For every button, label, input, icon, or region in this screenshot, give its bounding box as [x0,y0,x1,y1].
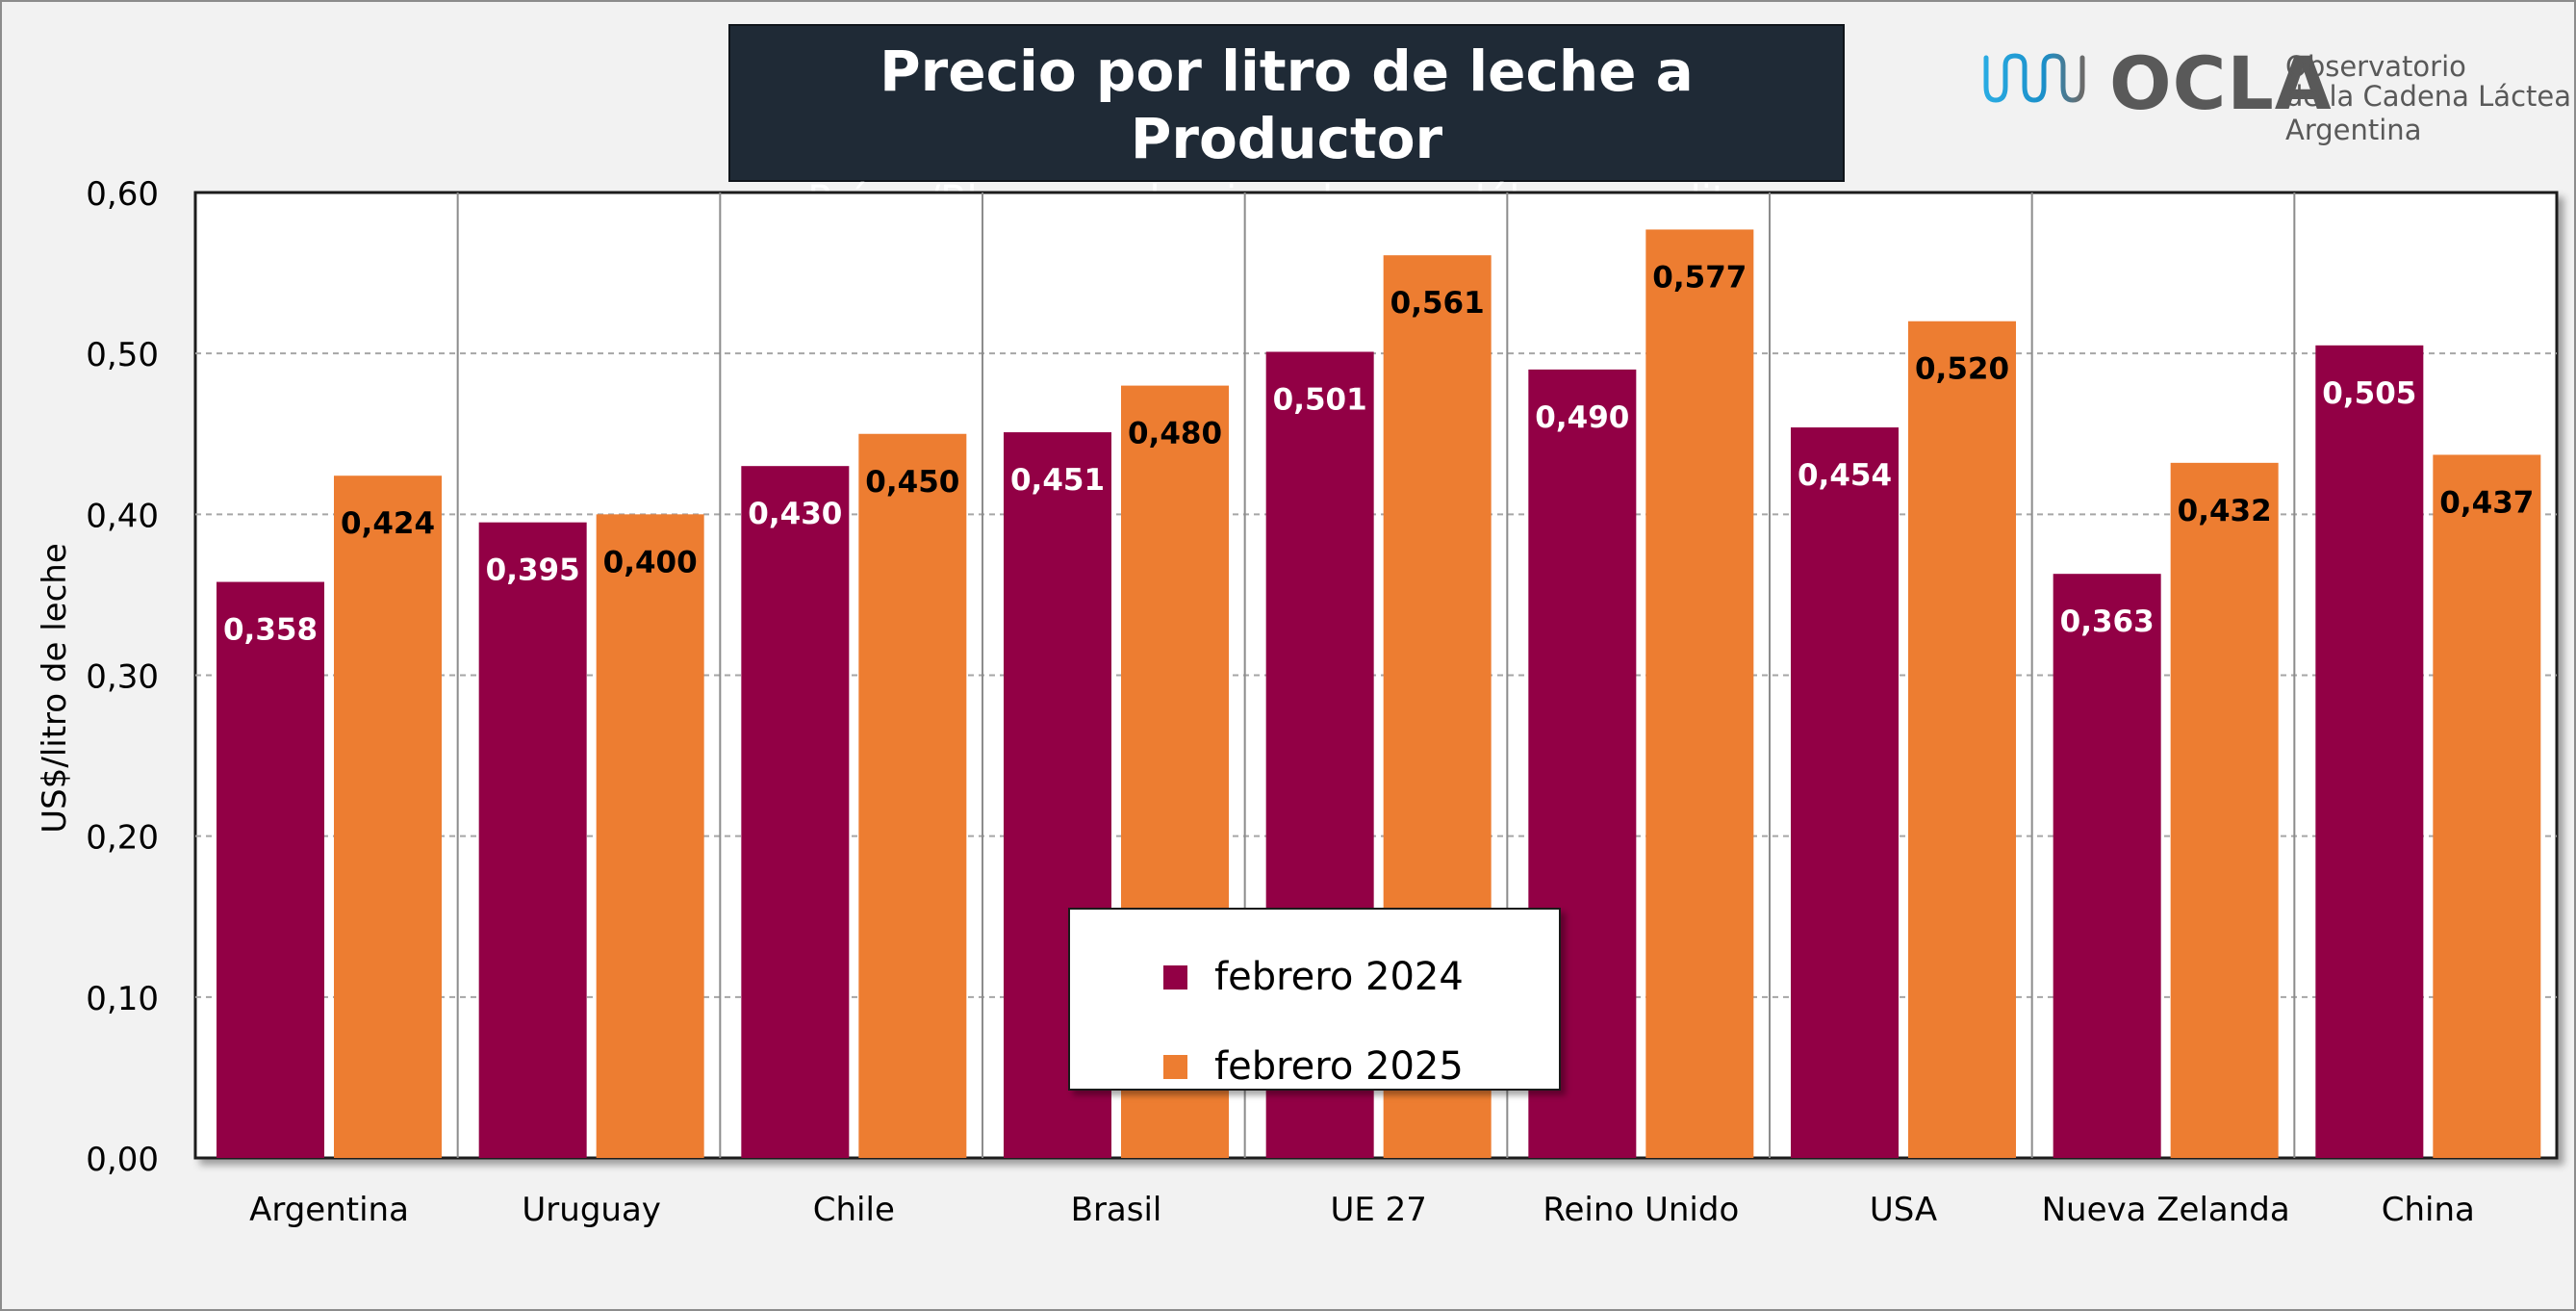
bar-2024 [217,581,324,1158]
x-tick-label: USA [1870,1191,1937,1229]
legend-swatch-2024 [1163,964,1187,990]
bar-2024 [1791,427,1899,1158]
y-tick-label: 0,10 [86,980,159,1018]
data-label: 0,480 [1128,417,1222,451]
logo-line-2: de la Cadena Láctea [2285,80,2572,113]
bar-2024 [741,466,850,1158]
bar-2024 [478,522,587,1158]
data-label: 0,505 [2322,376,2416,411]
data-label: 0,400 [603,545,698,579]
data-label: 0,451 [1010,463,1105,498]
x-tick-label: Uruguay [522,1191,661,1229]
bar-2025 [2433,454,2541,1158]
data-label: 0,395 [486,553,580,588]
y-axis-title: US$/litro de leche [36,543,74,833]
data-label: 0,577 [1652,260,1747,295]
bar-2025 [1908,321,2016,1158]
logo-acronym: OCLA [2109,40,2333,126]
legend-item-2024: febrero 2024 [1163,953,1464,1001]
y-tick-label: 0,60 [86,175,159,214]
x-tick-label: Argentina [249,1191,409,1229]
bar-2025 [1645,229,1754,1158]
data-label: 0,437 [2439,485,2534,520]
x-tick-label: Reino Unido [1543,1191,1739,1229]
y-tick-label: 0,30 [86,658,159,697]
logo-line-1: Observatorio [2285,50,2466,83]
milk-wave-logo-icon [1983,53,2085,103]
x-tick-label: UE 27 [1330,1191,1426,1229]
data-label: 0,358 [223,613,318,648]
x-tick-label: China [2382,1191,2475,1229]
data-label: 0,501 [1273,382,1367,417]
bar-2025 [596,514,704,1158]
x-axis-ticks: Argentina Uruguay Chile Brasil UE 27 Reino Un… [249,1191,2475,1229]
data-label: 0,520 [1915,352,2009,387]
legend-item-2025: febrero 2025 [1163,1042,1464,1091]
data-label: 0,561 [1390,286,1485,321]
value-labels: 0,358 0,395 0,430 0,451 0,501 0,490 0,454 0,363… [223,260,2534,647]
data-label: 0,490 [1535,400,1629,435]
category-separators [456,193,2296,1158]
y-tick-label: 0,50 [86,336,159,374]
legend-label-2025: febrero 2025 [1214,1044,1464,1089]
data-label: 0,424 [341,506,435,541]
chart-title: Precio por litro de leche a Productor [880,39,1694,171]
x-tick-label: Chile [813,1191,895,1229]
bar-2024 [2053,574,2161,1158]
y-tick-label: 0,00 [86,1141,159,1179]
data-label: 0,363 [2060,604,2155,639]
legend-label-2024: febrero 2024 [1214,955,1464,999]
bar-2025 [858,433,967,1158]
y-tick-label: 0,20 [86,819,159,858]
x-tick-label: Nueva Zelanda [2042,1191,2290,1229]
x-tick-label: Brasil [1071,1191,1162,1229]
y-axis-ticks: 0,00 0,10 0,20 0,30 0,40 0,50 0,60 [86,175,159,1179]
bar-2024 [2315,345,2424,1158]
data-label: 0,432 [2178,494,2272,528]
data-label: 0,450 [865,465,959,500]
y-tick-label: 0,40 [86,497,159,535]
bar-2025 [334,476,442,1158]
ocla-logo: OCLA Observatorio de la Cadena Láctea Ar… [1982,40,2571,151]
bar-2025 [2170,462,2279,1159]
logo-line-3: Argentina [2285,114,2422,146]
data-label: 0,430 [748,497,842,531]
legend: febrero 2024 febrero 2025 [1068,908,1561,1091]
data-label: 0,454 [1798,458,1892,493]
legend-swatch-2025 [1163,1054,1187,1079]
